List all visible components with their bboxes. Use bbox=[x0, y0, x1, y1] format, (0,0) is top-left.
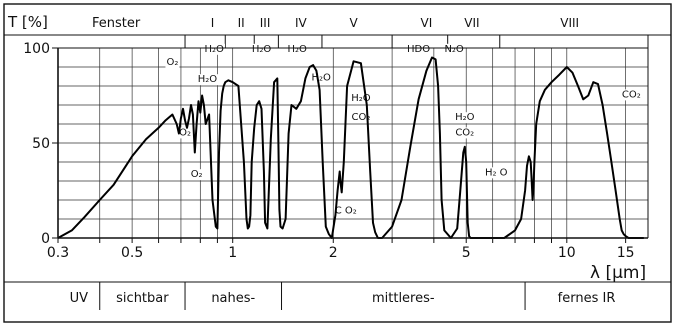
molecule-label: H₂O bbox=[455, 112, 475, 123]
molecule-label: H₂O bbox=[252, 44, 272, 55]
x-tick-label: 0.5 bbox=[121, 245, 143, 261]
window-label: II bbox=[238, 16, 245, 30]
annotations: O₂ H₂O H₂O H₂O HDO N₂O H₂O H₂O O₂ O₂ H₂O CO₂ C O₂ H₂O… bbox=[165, 43, 642, 217]
molecule-label: CO₂ bbox=[622, 89, 641, 100]
molecule-label-bg bbox=[406, 43, 432, 55]
x-tick-label: 15 bbox=[617, 245, 635, 261]
molecule-label: N₂O bbox=[444, 44, 463, 55]
molecule-label-bg bbox=[196, 74, 219, 86]
molecule-label: O₂ bbox=[191, 169, 203, 180]
molecule-label: H₂O bbox=[198, 74, 218, 85]
molecule-label-bg bbox=[189, 169, 204, 181]
molecule-label: H₂O bbox=[351, 93, 371, 104]
molecule-label-bg bbox=[310, 72, 332, 84]
window-label: I bbox=[211, 16, 215, 30]
molecule-label-bg bbox=[333, 205, 358, 217]
x-tick-label: 0.3 bbox=[47, 245, 69, 261]
molecule-label-bg bbox=[483, 167, 509, 179]
x-axis-label: λ [μm] bbox=[590, 263, 646, 283]
molecule-label: H₂O bbox=[288, 44, 308, 55]
x-tick-label: 5 bbox=[462, 245, 471, 261]
molecule-label: C O₂ bbox=[335, 205, 357, 216]
molecule-label-bg bbox=[454, 112, 476, 124]
y-tick-label: 50 bbox=[32, 136, 50, 152]
molecule-label-bg bbox=[286, 43, 309, 55]
window-header: Fenster I II III IV V VI VII VIII bbox=[4, 16, 671, 48]
window-header-label: Fenster bbox=[92, 16, 141, 31]
region-label: UV bbox=[70, 291, 89, 306]
molecule-label: O₂ bbox=[179, 127, 191, 138]
window-label: III bbox=[260, 16, 271, 30]
window-label: VIII bbox=[560, 16, 579, 30]
molecule-label-bg bbox=[203, 43, 225, 55]
spectral-regions: UV sichtbar nahes-mittleres-fernes IR bbox=[4, 281, 671, 310]
region-label: mittleres- bbox=[372, 291, 435, 306]
molecule-label-bg bbox=[178, 127, 192, 139]
molecule-label-bg bbox=[250, 43, 273, 55]
molecule-label-bg bbox=[165, 57, 180, 69]
window-label: IV bbox=[295, 16, 308, 30]
region-label: nahes- bbox=[211, 291, 255, 306]
window-label: VI bbox=[421, 16, 433, 30]
window-label: VII bbox=[464, 16, 479, 30]
molecule-label: HDO bbox=[407, 44, 430, 55]
y-axis-label: T [%] bbox=[7, 13, 48, 31]
molecule-label-bg bbox=[350, 93, 372, 105]
molecule-label: CO₂ bbox=[455, 127, 474, 138]
transmission-curve-layer bbox=[57, 56, 644, 239]
molecule-label: H₂O bbox=[204, 44, 224, 55]
molecule-label-bg bbox=[443, 43, 465, 55]
molecule-label-bg bbox=[620, 89, 642, 101]
molecule-label: H₂O bbox=[311, 72, 331, 83]
molecule-label-bg bbox=[350, 112, 372, 124]
window-label: V bbox=[349, 16, 358, 30]
region-label: fernes IR bbox=[558, 291, 616, 306]
molecule-label: O₂ bbox=[166, 57, 178, 68]
y-tick-label: 0 bbox=[41, 231, 50, 247]
y-tick-label: 100 bbox=[23, 41, 50, 57]
molecule-label: H₂ O bbox=[485, 167, 508, 178]
chart-frame bbox=[3, 3, 672, 323]
region-label: sichtbar bbox=[116, 291, 169, 306]
x-tick-label: 10 bbox=[558, 245, 576, 261]
molecule-label-bg bbox=[454, 127, 476, 139]
transmission-curve bbox=[57, 56, 644, 239]
x-tick-label: 2 bbox=[329, 245, 338, 261]
x-tick-label: 1 bbox=[228, 245, 237, 261]
axes: 0.3 0.5 1 2 5 10 15 0 50 100 T [%] λ [μm] bbox=[7, 13, 649, 283]
molecule-label: CO₂ bbox=[351, 112, 370, 123]
